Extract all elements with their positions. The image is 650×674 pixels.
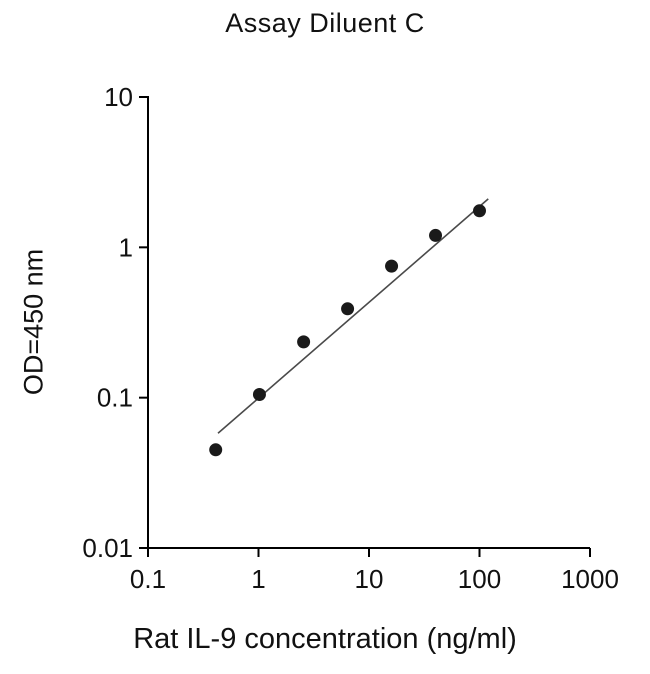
data-point	[341, 302, 355, 316]
y-tick-label: 0.01	[82, 533, 133, 563]
x-tick-label: 1	[251, 564, 265, 594]
x-tick-label: 10	[355, 564, 384, 594]
data-point	[209, 443, 223, 457]
y-tick-label: 0.1	[97, 383, 133, 413]
x-tick-label: 100	[458, 564, 501, 594]
data-point	[385, 259, 399, 273]
data-point	[429, 228, 443, 242]
data-point	[473, 204, 486, 218]
x-tick-label: 0.1	[130, 564, 166, 594]
x-tick-label: 1000	[561, 564, 619, 594]
y-tick-label: 10	[104, 82, 133, 112]
y-tick-label: 1	[119, 232, 133, 262]
data-point	[252, 387, 266, 401]
data-point	[297, 335, 311, 349]
chart-title: Assay Diluent C	[225, 8, 425, 38]
x-axis-label: Rat IL-9 concentration (ng/ml)	[133, 623, 517, 655]
